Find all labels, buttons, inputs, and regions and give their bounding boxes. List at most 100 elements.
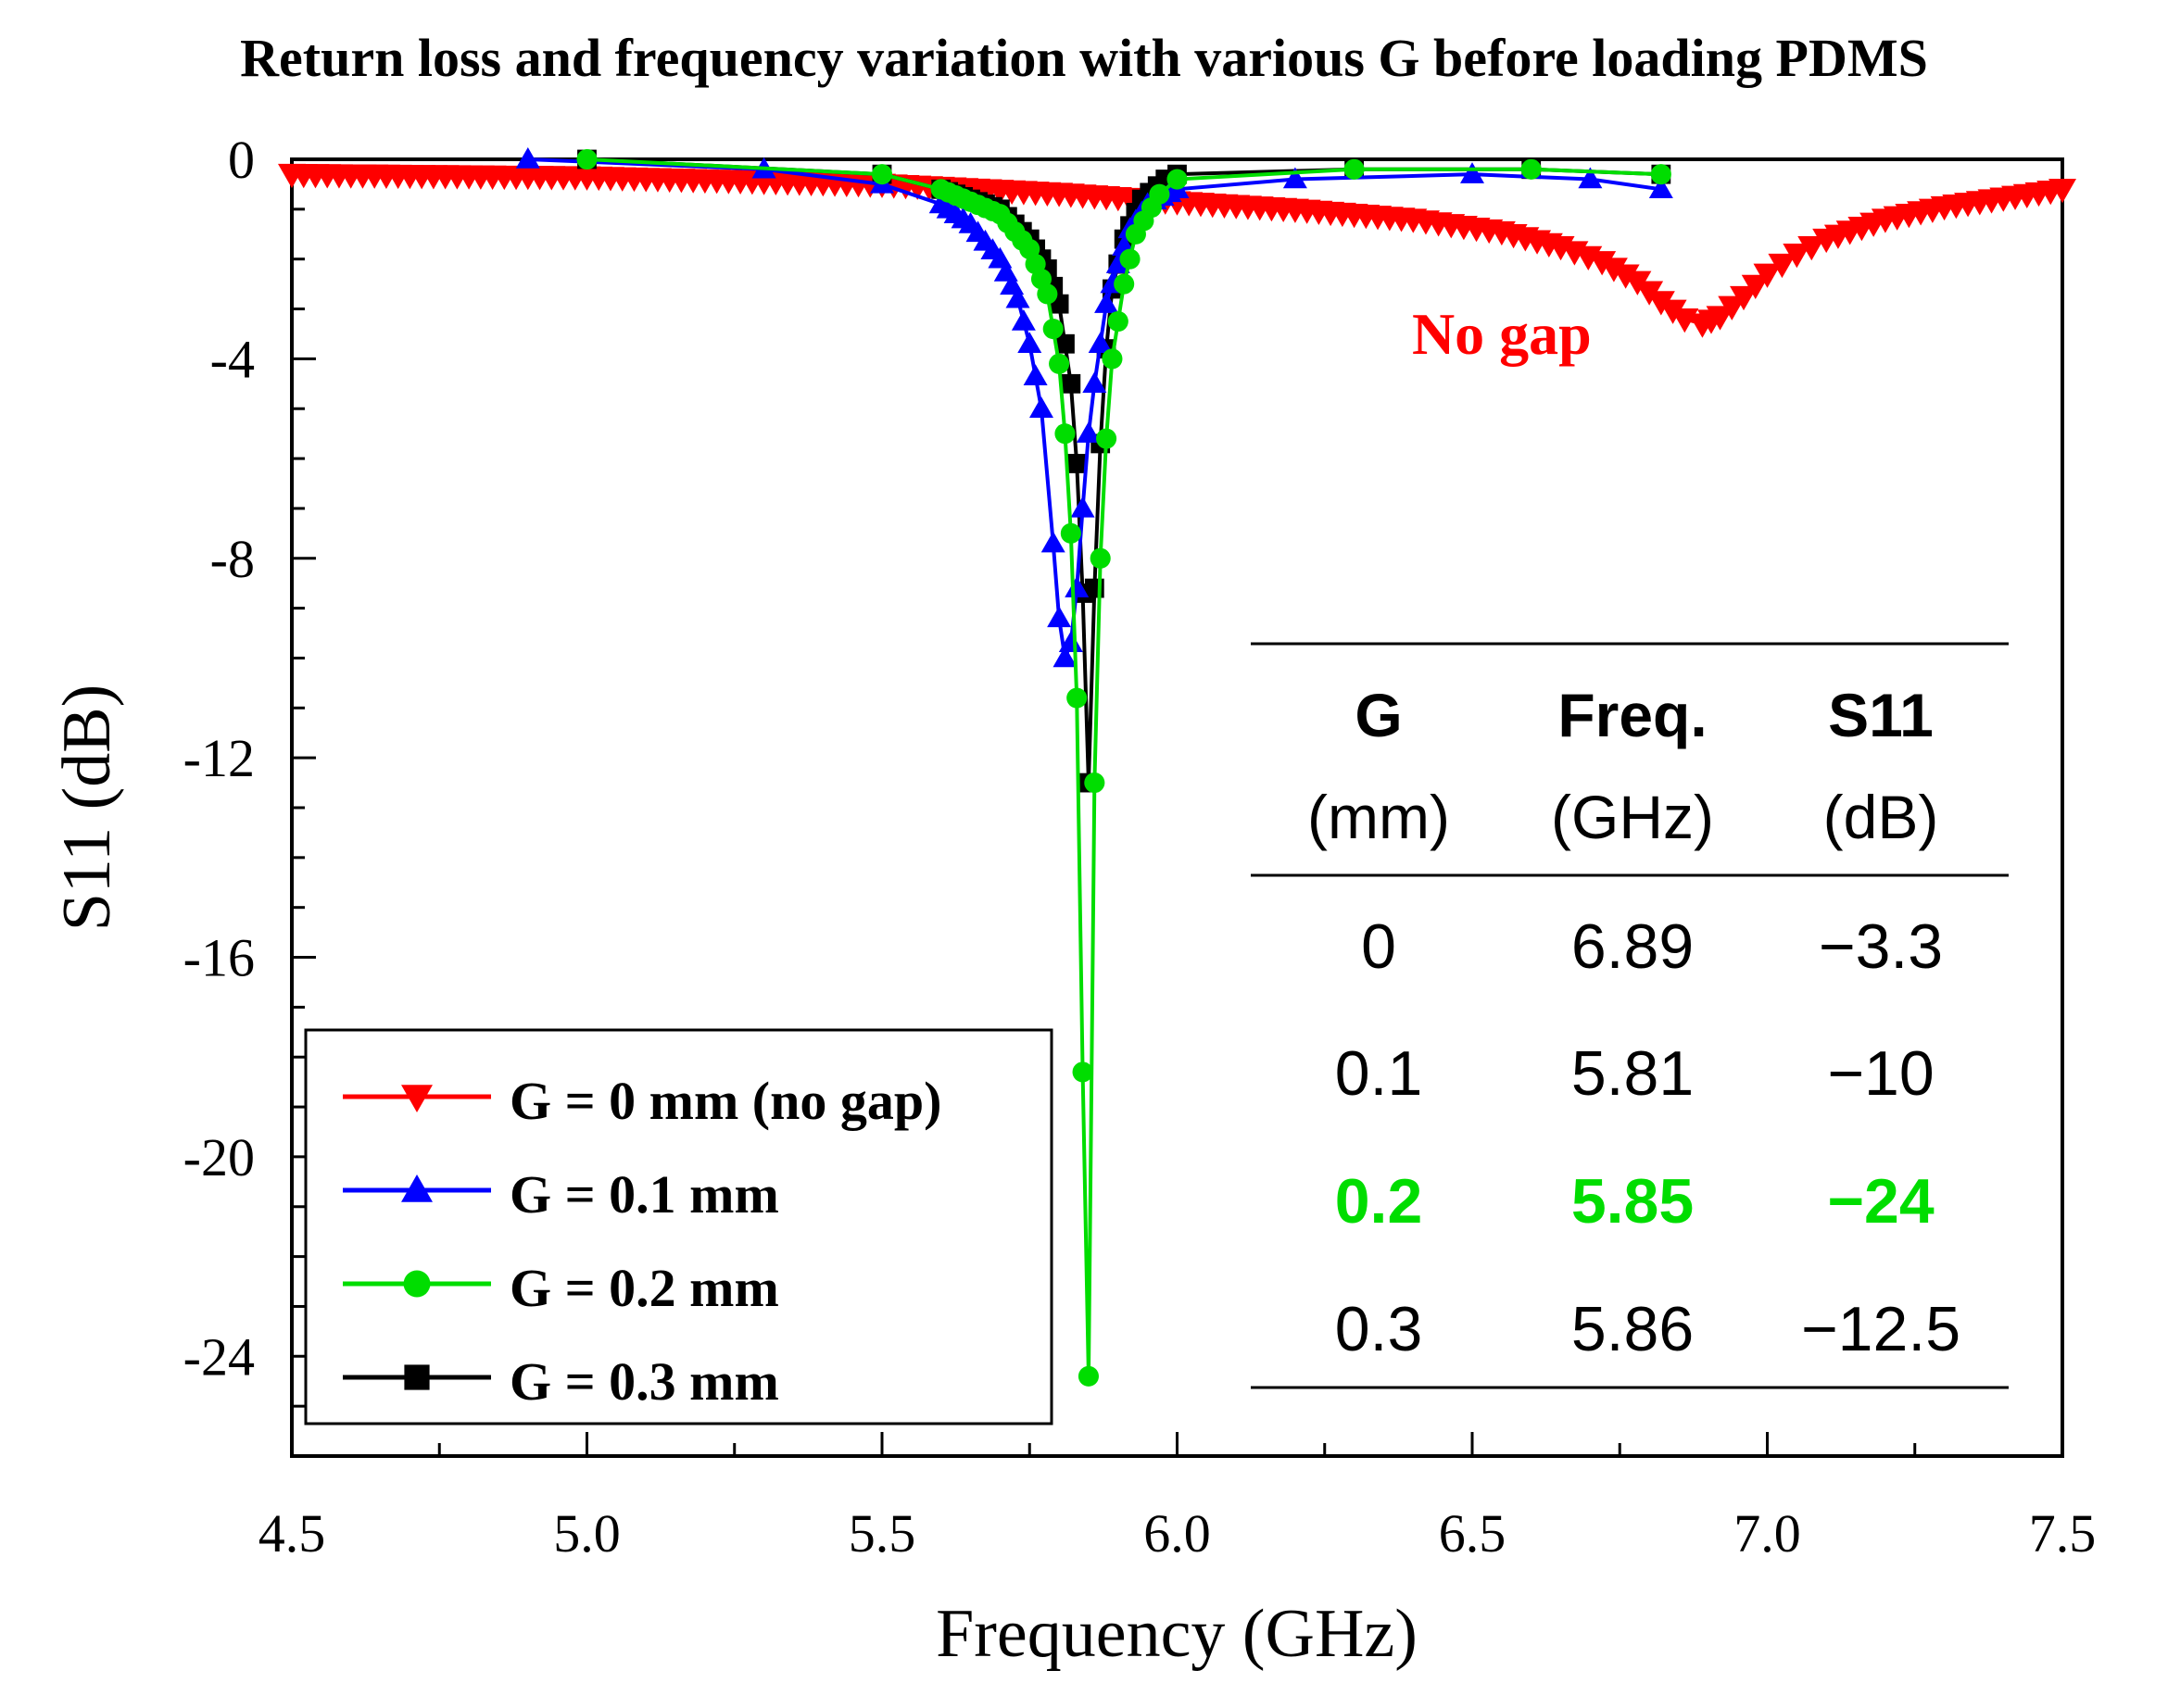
legend-label-g0: G = 0 mm (no gap)	[510, 1071, 941, 1131]
table-cell-s11: −12.5	[1801, 1294, 1960, 1364]
x-tick-label: 5.0	[553, 1503, 621, 1564]
table-cell-s11: −24	[1827, 1166, 1935, 1237]
table-header-freq: Freq.	[1557, 681, 1707, 749]
point-g02	[1072, 1061, 1093, 1083]
legend: G = 0 mm (no gap) G = 0.1 mm G = 0.2 mm …	[304, 1028, 1053, 1425]
point-g02	[1054, 423, 1076, 445]
point-g01	[1076, 421, 1101, 443]
table-cell-g: 0.2	[1335, 1166, 1423, 1237]
point-g0-no-gap	[1783, 244, 1811, 269]
point-g02	[1060, 522, 1081, 544]
point-g02	[982, 200, 1003, 221]
table-cell-g: 0.3	[1335, 1294, 1423, 1364]
point-g0-no-gap	[1269, 197, 1298, 223]
series-layer	[278, 147, 2076, 1387]
table-header-g-unit: (mm)	[1307, 783, 1450, 851]
point-g01	[1105, 252, 1130, 273]
y-tick-label: -4	[210, 329, 255, 389]
point-g03	[1055, 333, 1075, 354]
x-tick-label: 4.5	[258, 1503, 326, 1564]
point-g01	[1065, 576, 1090, 597]
point-g02	[1012, 230, 1033, 251]
point-g0-no-gap	[1696, 309, 1725, 334]
point-g0-no-gap	[1859, 212, 1888, 237]
y-tick-label: 0	[228, 130, 255, 190]
point-g01	[1578, 167, 1603, 189]
point-g0-no-gap	[1768, 253, 1796, 279]
point-g0-no-gap	[2036, 180, 2065, 206]
y-tick-label: -12	[183, 728, 255, 788]
point-g02	[1090, 547, 1111, 569]
no-gap-annotation: No gap	[1412, 301, 1592, 367]
y-tick-label: -16	[183, 928, 255, 988]
point-g01	[1023, 364, 1048, 385]
y-axis-ticks: 0 -4 -8 -12 -16 -20 -24	[183, 130, 316, 1458]
point-g02	[1066, 687, 1088, 709]
table-header-s11-unit: (dB)	[1823, 783, 1939, 851]
point-g02	[1520, 158, 1542, 180]
point-g01	[1040, 531, 1065, 553]
x-tick-label: 7.5	[2029, 1503, 2097, 1564]
table-header-g: G	[1355, 681, 1402, 749]
series-g01	[515, 147, 1673, 668]
x-tick-label: 7.0	[1733, 1503, 1801, 1564]
y-tick-label: -20	[183, 1127, 255, 1187]
point-g01	[1005, 286, 1030, 308]
legend-marker-g03	[404, 1364, 430, 1390]
point-g01	[1011, 309, 1036, 331]
legend-marker-g02	[403, 1270, 431, 1298]
point-g0-no-gap	[1918, 198, 1947, 223]
x-axis-ticks: 4.5 5.0 5.5 6.0 6.5 7.0 7.5	[258, 1432, 2097, 1564]
point-g02	[1096, 428, 1117, 449]
point-g01	[1094, 292, 1119, 313]
point-g02	[1343, 158, 1365, 180]
point-g02	[1166, 169, 1188, 190]
table-cell-s11: −3.3	[1819, 911, 1943, 982]
point-g0-no-gap	[1033, 182, 1062, 207]
point-g02	[1119, 248, 1141, 270]
y-axis-label: S11 (dB)	[49, 684, 125, 932]
point-g02	[1078, 1365, 1099, 1387]
point-g0-no-gap	[1387, 207, 1416, 232]
point-g0-no-gap	[1611, 264, 1640, 289]
point-g0-no-gap	[1574, 245, 1603, 270]
legend-marker-g0-no-gap	[401, 1085, 433, 1112]
point-g0-no-gap	[1475, 219, 1504, 245]
point-g01	[1082, 371, 1107, 394]
y-tick-label: -24	[183, 1326, 255, 1387]
x-tick-label: 6.0	[1143, 1503, 1211, 1564]
point-g01	[1088, 332, 1113, 353]
x-tick-label: 6.5	[1439, 1503, 1506, 1564]
point-g01	[1017, 332, 1042, 353]
point-g02	[1049, 353, 1070, 374]
table-cell-freq: 6.89	[1571, 911, 1694, 982]
point-g0-no-gap	[1635, 281, 1664, 306]
point-g03	[1066, 454, 1087, 473]
table-cell-g: 0	[1361, 911, 1396, 982]
point-g0-no-gap	[1658, 299, 1687, 324]
x-tick-label: 5.5	[849, 1503, 916, 1564]
point-g02	[871, 164, 893, 185]
point-g01	[1460, 162, 1484, 183]
table-cell-freq: 5.81	[1571, 1038, 1694, 1109]
point-g0-no-gap	[1741, 274, 1770, 299]
point-g0-no-gap	[1797, 235, 1826, 261]
point-g02	[576, 148, 598, 170]
series-g02	[576, 148, 1671, 1387]
point-g02	[1141, 197, 1162, 219]
legend-label-g02: G = 0.2 mm	[510, 1258, 779, 1318]
point-g01	[515, 147, 540, 169]
point-g01	[1052, 646, 1078, 668]
point-g01	[1058, 631, 1083, 653]
point-g0-no-gap	[561, 166, 589, 191]
table-cell-g: 0.1	[1335, 1038, 1423, 1109]
point-g02	[1030, 269, 1052, 290]
point-g01	[1648, 177, 1673, 199]
table-header-freq-unit: (GHz)	[1551, 783, 1714, 851]
point-g02	[1102, 348, 1123, 370]
x-axis-label: Frequency (GHz)	[936, 1596, 1418, 1672]
results-table: G (mm) Freq. (GHz) S11 (dB) 0 6.89 −3.3 0.1…	[1251, 642, 2009, 1389]
y-tick-label: -8	[210, 529, 255, 589]
legend-marker-g01	[401, 1174, 433, 1202]
